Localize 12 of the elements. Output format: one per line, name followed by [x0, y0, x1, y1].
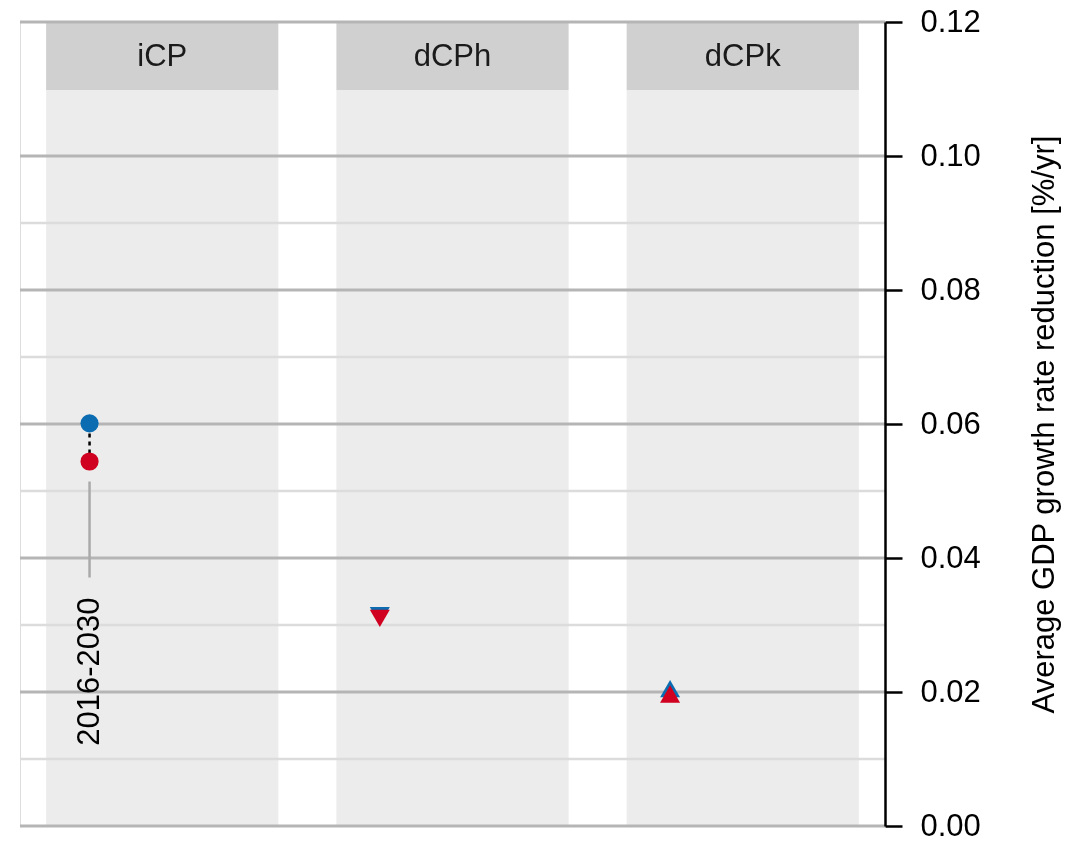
x-tick-label: dCPk [704, 37, 782, 73]
y-tick-label: 0.06 [920, 405, 981, 441]
y-tick-label: 0.10 [920, 137, 981, 173]
annotation: 2016-2030 [70, 597, 106, 746]
y-tick-label: 0.04 [920, 539, 981, 575]
y-tick-label: 0.00 [920, 807, 981, 843]
y-axis-title: Average GDP growth rate reduction [%/yr] [1025, 135, 1061, 714]
y-tick-label: 0.12 [920, 3, 981, 39]
y-tick-label: 0.08 [920, 271, 981, 307]
y-tick-label: 0.02 [920, 673, 981, 709]
x-tick-label: dCPh [413, 37, 492, 73]
x-tick-label: iCP [137, 37, 188, 73]
